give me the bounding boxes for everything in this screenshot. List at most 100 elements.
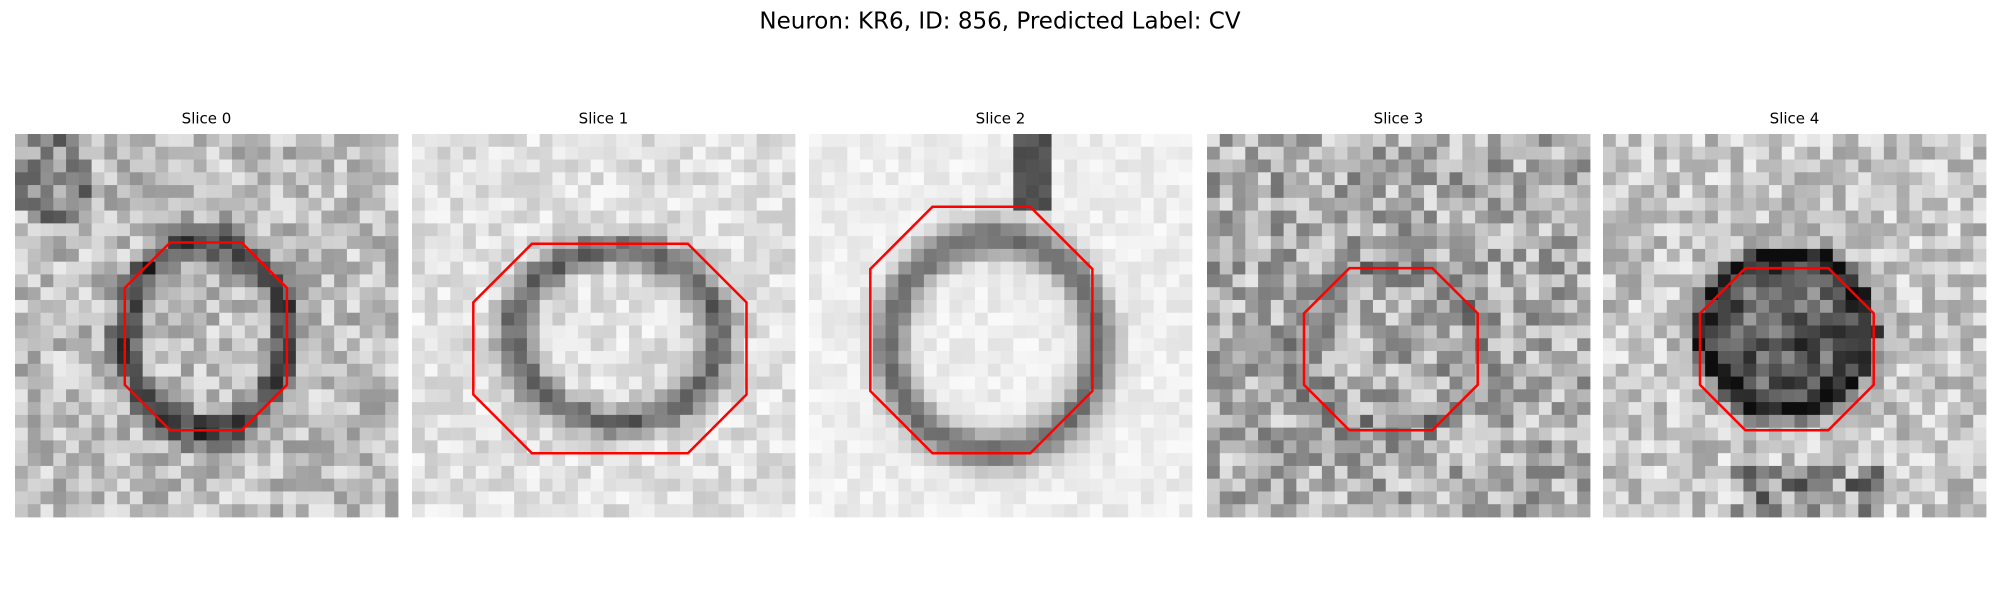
pixel (1768, 478, 1783, 492)
pixel (526, 172, 541, 186)
pixel (1258, 287, 1272, 301)
pixel (898, 376, 912, 390)
pixel (860, 402, 874, 416)
pixel (53, 299, 67, 314)
pixel (1513, 287, 1527, 301)
pixel (680, 491, 694, 505)
pixel (923, 236, 938, 250)
pixel (270, 210, 284, 224)
pixel (949, 325, 963, 339)
pixel (1615, 325, 1629, 339)
pixel (1781, 440, 1795, 454)
pixel (142, 351, 156, 365)
pixel (756, 325, 770, 339)
pixel (1102, 465, 1116, 480)
pixel (1551, 465, 1565, 480)
pixel (308, 504, 322, 518)
pixel (1321, 185, 1336, 199)
pixel (654, 453, 668, 467)
pixel (1283, 338, 1297, 352)
pixel (718, 440, 732, 454)
pixel (412, 427, 426, 441)
pixel (1947, 414, 1961, 429)
pixel (718, 338, 732, 352)
pixel (1140, 427, 1155, 441)
pixel (27, 491, 41, 505)
pixel (1564, 389, 1578, 403)
pixel (1832, 440, 1846, 454)
pixel (1947, 236, 1961, 250)
pixel (667, 363, 681, 377)
pixel (1051, 159, 1065, 173)
pixel (1564, 159, 1578, 173)
pixel (1858, 427, 1872, 441)
pixel (1089, 491, 1104, 505)
pixel (847, 146, 861, 160)
pixel (949, 351, 963, 365)
pixel (782, 504, 796, 518)
pixel (206, 465, 220, 480)
pixel (1334, 504, 1348, 518)
pixel (463, 159, 477, 173)
pixel (372, 491, 386, 505)
pixel (898, 248, 912, 263)
pixel (680, 223, 694, 237)
pixel (692, 325, 707, 339)
pixel (1360, 504, 1374, 518)
pixel (769, 197, 783, 211)
pixel (488, 325, 502, 339)
pixel (514, 312, 528, 326)
pixel (53, 223, 67, 237)
pixel (244, 185, 258, 199)
pixel (1717, 351, 1732, 365)
pixel (1603, 376, 1617, 390)
pixel (1411, 478, 1425, 492)
pixel (1462, 312, 1476, 326)
pixel (1717, 197, 1732, 211)
pixel (346, 185, 361, 199)
pixel (1166, 389, 1180, 403)
pixel (821, 427, 835, 441)
pixel (1794, 185, 1808, 199)
pixel (809, 210, 823, 224)
pixel (616, 287, 630, 301)
pixel (962, 172, 976, 186)
pixel (911, 185, 925, 199)
pixel (756, 287, 770, 301)
pixel (206, 351, 220, 365)
pixel (180, 299, 195, 314)
pixel (603, 210, 617, 224)
pixel (1934, 146, 1949, 160)
pixel (1140, 287, 1155, 301)
pixel (1513, 465, 1527, 480)
pixel (1179, 402, 1193, 416)
pixel (1730, 299, 1744, 314)
pixel (15, 338, 29, 352)
pixel (78, 465, 92, 480)
pixel (1258, 363, 1272, 377)
pixel (1756, 376, 1770, 390)
pixel (1973, 134, 1987, 148)
pixel (1679, 453, 1693, 467)
pixel (1232, 440, 1246, 454)
panel-title: Slice 4 (1770, 110, 1820, 128)
pixel (104, 376, 118, 390)
pixel (1883, 427, 1898, 441)
pixel (1232, 376, 1246, 390)
pixel (1140, 351, 1155, 365)
pixel (1679, 299, 1693, 314)
pixel (1807, 146, 1821, 160)
pixel (91, 159, 105, 173)
pixel (821, 261, 835, 275)
pixel (1462, 299, 1476, 314)
pixel (424, 312, 438, 326)
pixel (1679, 351, 1693, 365)
pixel (463, 453, 477, 467)
pixel (1064, 146, 1078, 160)
pixel (872, 134, 886, 148)
pixel (78, 325, 92, 339)
pixel (1000, 274, 1014, 288)
pixel (692, 185, 707, 199)
pixel (821, 338, 835, 352)
pixel (936, 299, 950, 314)
